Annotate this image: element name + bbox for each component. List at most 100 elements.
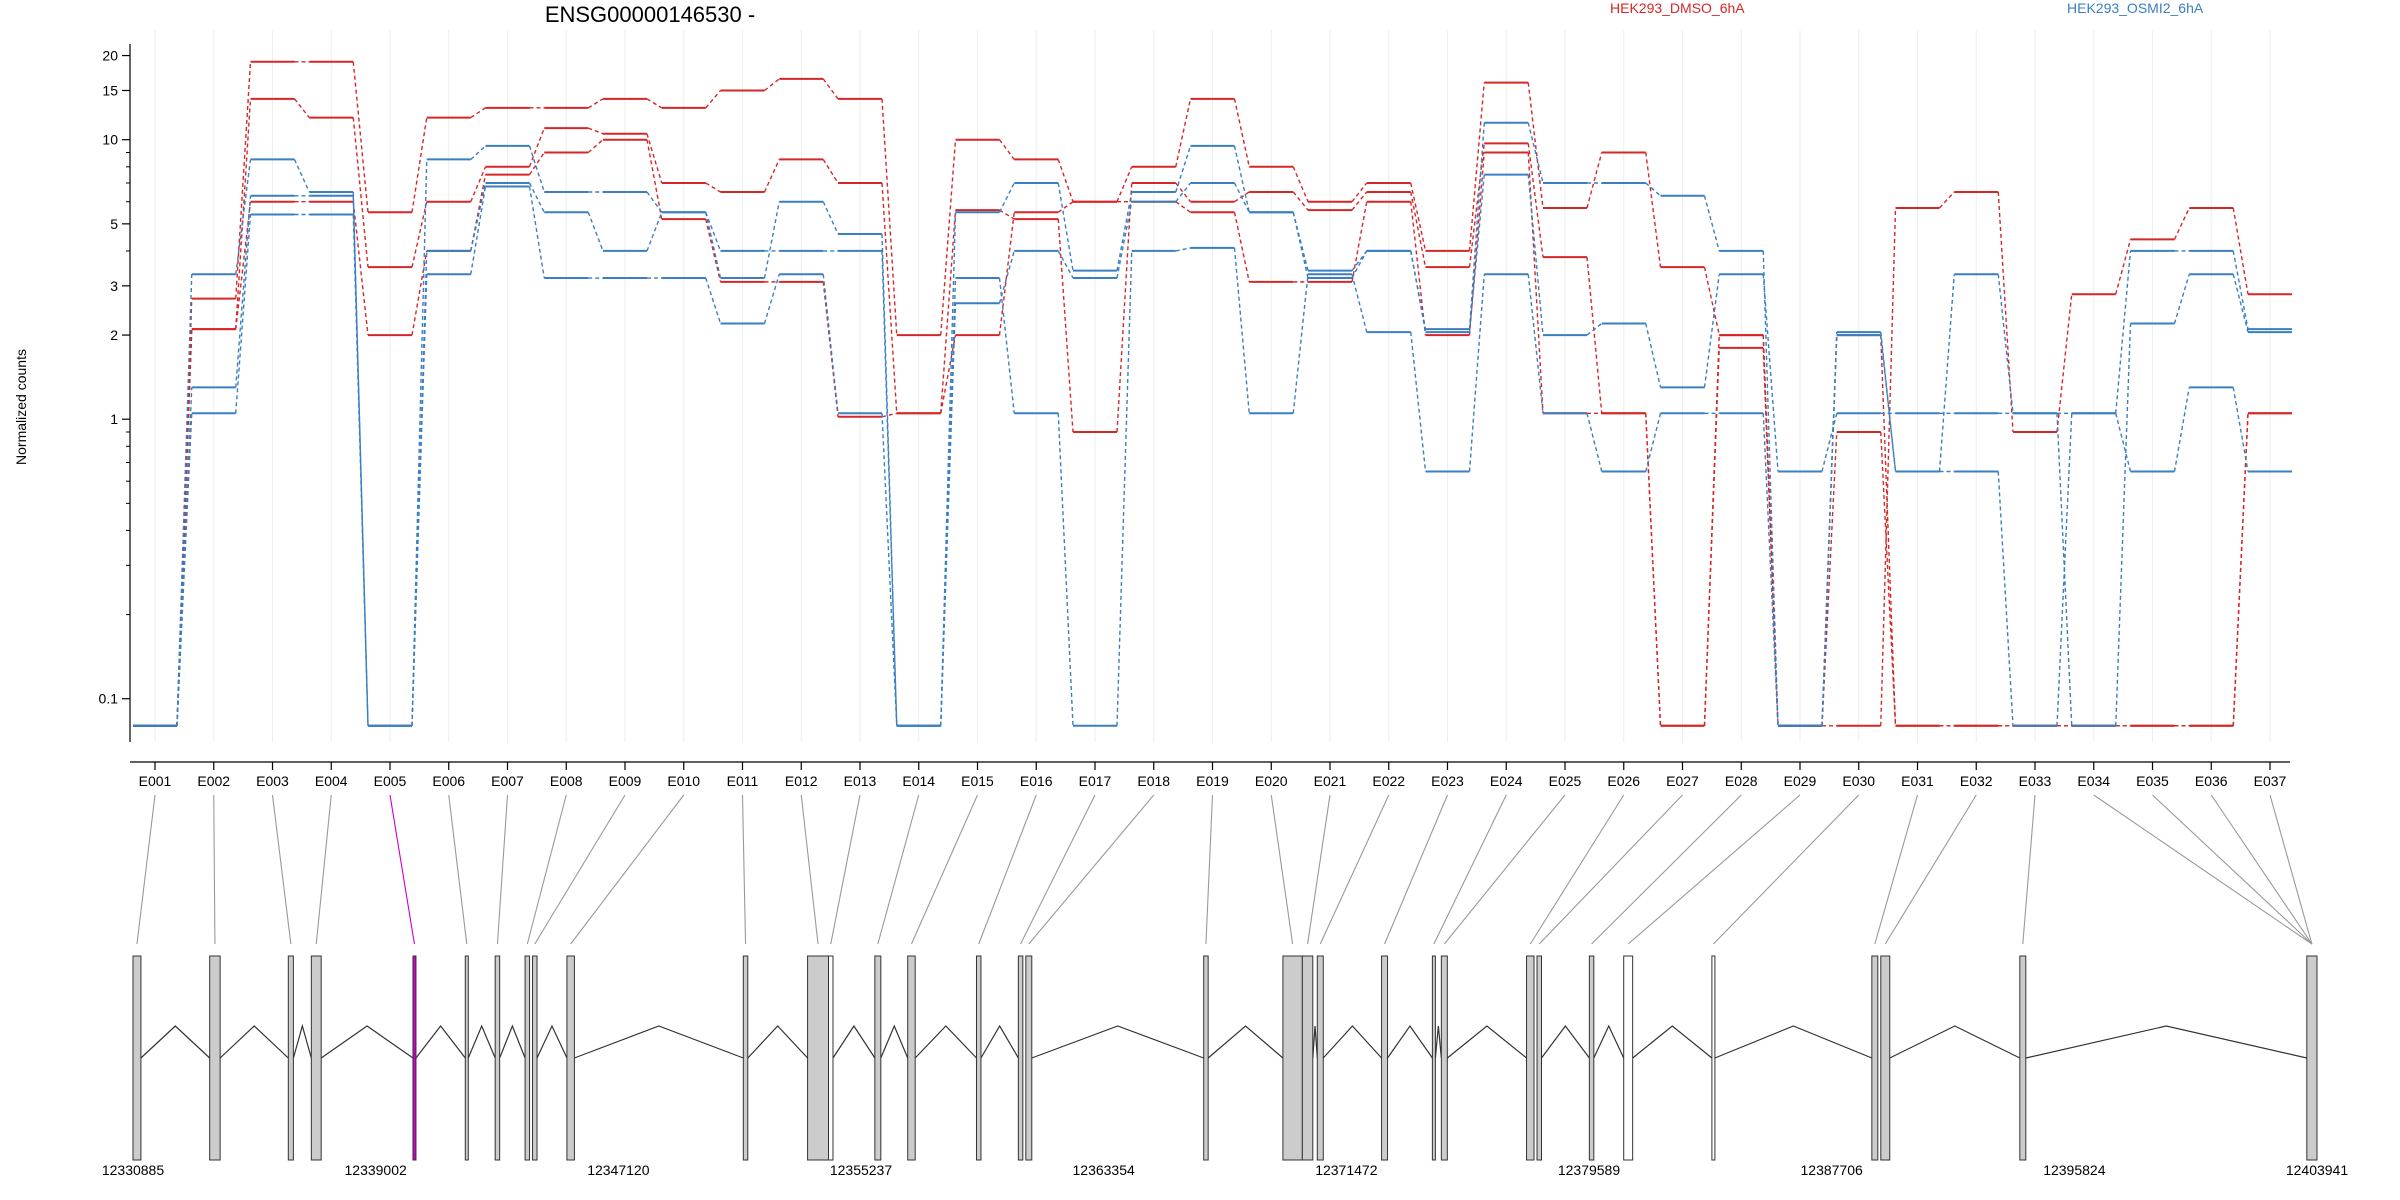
series-segment	[764, 78, 780, 92]
exon-connector	[1443, 794, 1566, 945]
series-segment	[705, 212, 722, 279]
series-segment	[1116, 201, 1133, 279]
exon-box	[464, 955, 469, 1161]
series-segment	[1175, 182, 1192, 203]
exon-box	[1588, 955, 1595, 1161]
series-segment	[1116, 191, 1133, 271]
intron	[1434, 1025, 1442, 1059]
series-segment	[1938, 191, 1955, 209]
legend-dmso: HEK293_DMSO_6hA	[1610, 0, 1745, 16]
series-segment	[1527, 143, 1544, 258]
x-tick-label: E023	[1431, 773, 1464, 789]
intron	[467, 1024, 496, 1059]
gene-model: 12330885 12339002 12347120 12355237 12363354…	[102, 955, 2348, 1178]
x-tick-label: E006	[432, 773, 465, 789]
series-segment	[176, 274, 193, 726]
series-segment	[587, 139, 604, 154]
genomic-coordinate-label: 12371472	[1315, 1162, 1378, 1178]
exon-box	[1381, 955, 1389, 1161]
intron	[1387, 1024, 1433, 1059]
genomic-coordinate-label: 12387706	[1801, 1162, 1864, 1178]
exon-box	[1623, 955, 1634, 1161]
exon-connector	[534, 794, 626, 945]
exon-connector	[978, 794, 1037, 945]
series-segment	[2232, 413, 2249, 726]
series-segment	[528, 186, 545, 279]
series-segment	[470, 186, 487, 275]
exon-connector	[1384, 794, 1449, 945]
x-tick-label: E019	[1196, 773, 1229, 789]
series-segment	[646, 212, 663, 252]
exon-connector	[136, 794, 156, 945]
series-segment	[881, 412, 897, 418]
intron	[1322, 1025, 1383, 1059]
x-tick-label: E028	[1725, 773, 1758, 789]
series-segment	[763, 201, 780, 279]
series-segment	[470, 107, 486, 119]
genomic-coordinate-label: 12395824	[2043, 1162, 2106, 1178]
series-segment	[2056, 294, 2073, 433]
series-segment	[881, 233, 898, 726]
exon-box	[2306, 955, 2318, 1161]
series-segment	[1645, 413, 1662, 726]
x-tick-label: E009	[609, 773, 642, 789]
y-tick-label: 20	[102, 48, 118, 64]
exon-box	[1282, 955, 1303, 1161]
series-segment	[1645, 182, 1661, 197]
intron	[1593, 1024, 1625, 1059]
series-segment	[1233, 247, 1250, 414]
series-segment	[411, 274, 428, 726]
x-tick-label: E015	[961, 773, 994, 789]
x-tick-label: E008	[550, 773, 583, 789]
series-segment	[2173, 387, 2190, 472]
series-segment	[705, 90, 722, 109]
exon-connector	[877, 794, 920, 945]
series-segment	[1057, 219, 1074, 433]
series-segment	[176, 413, 193, 726]
series-segment	[1292, 166, 1309, 202]
exon-box	[2019, 955, 2027, 1161]
exon-box	[874, 955, 882, 1161]
series-segment	[2232, 207, 2249, 295]
x-tick-label: E007	[491, 773, 524, 789]
genomic-coordinate-label: 12379589	[1558, 1162, 1621, 1178]
exon-box	[807, 955, 830, 1161]
intron	[1632, 1025, 1713, 1059]
series-segment	[1410, 191, 1427, 268]
series-segment	[822, 274, 839, 414]
intron	[1207, 1025, 1284, 1059]
series-segment	[2173, 207, 2190, 240]
x-tick-label: E035	[2136, 773, 2169, 789]
exon-box	[1301, 955, 1314, 1161]
series-segment	[881, 182, 898, 414]
exon-connector	[1712, 794, 1860, 945]
series-segment	[470, 166, 487, 202]
series-segment	[1410, 182, 1427, 252]
x-tick-label: E020	[1255, 773, 1288, 789]
series-segment	[1997, 274, 2014, 414]
exon-box	[742, 955, 749, 1161]
series-segment	[1762, 250, 1779, 726]
series-segment	[822, 201, 839, 235]
series-segment	[1116, 250, 1133, 726]
exon-box	[532, 955, 538, 1161]
series-segment	[528, 145, 545, 193]
series-segment	[1645, 323, 1662, 388]
series-segment	[1645, 152, 1662, 268]
series-segment	[1351, 201, 1368, 282]
exon-box	[1440, 955, 1448, 1161]
series-segment	[881, 250, 898, 726]
exon-connectors	[136, 794, 2313, 945]
intron	[980, 1024, 1019, 1059]
x-tick-label: E024	[1490, 773, 1523, 789]
exon-connector	[1020, 794, 1096, 945]
exon-box	[1017, 955, 1024, 1161]
x-tick-label: E011	[727, 773, 759, 789]
exon-connector	[830, 794, 861, 945]
series-segment	[293, 159, 310, 193]
series-segment	[940, 277, 957, 726]
intron	[747, 1025, 809, 1059]
exon-box	[1316, 955, 1324, 1161]
series-segment	[998, 212, 1015, 336]
intron	[1541, 1024, 1590, 1059]
